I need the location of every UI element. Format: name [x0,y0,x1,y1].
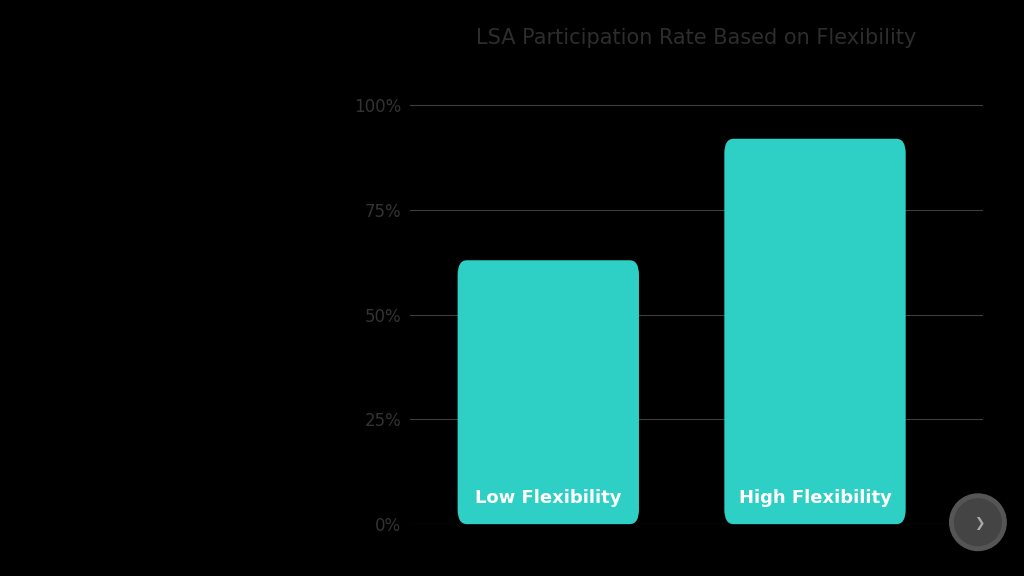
Text: Low Flexibility: Low Flexibility [475,490,622,507]
Title: LSA Participation Rate Based on Flexibility: LSA Participation Rate Based on Flexibil… [476,28,916,48]
FancyBboxPatch shape [458,260,639,524]
FancyBboxPatch shape [724,139,905,524]
Text: High Flexibility: High Flexibility [738,490,892,507]
Circle shape [954,499,1001,545]
Text: ❯: ❯ [974,517,984,530]
Circle shape [949,494,1007,551]
